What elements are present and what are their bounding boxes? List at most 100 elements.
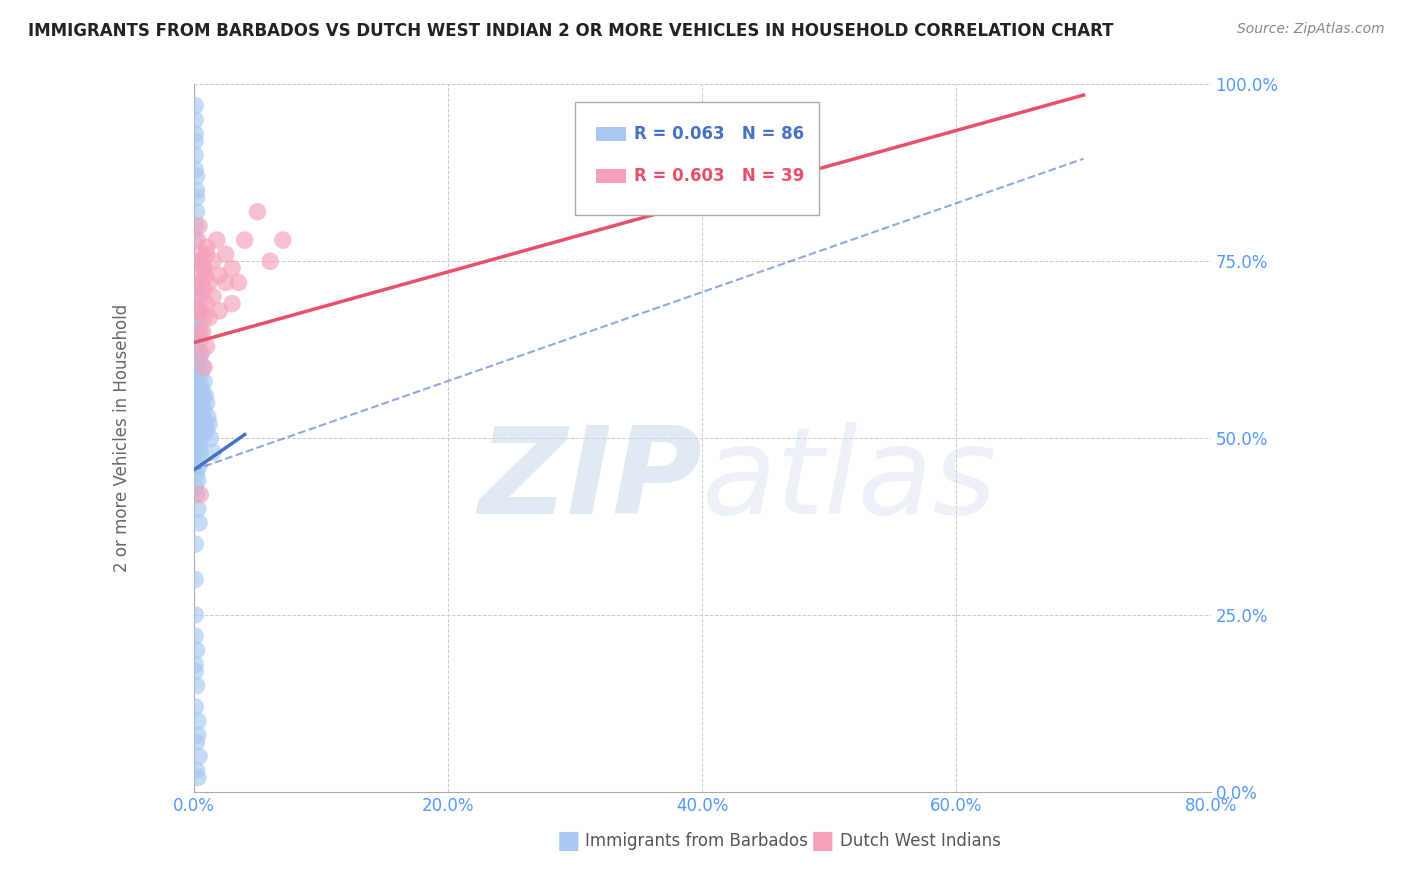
Point: [187, 303, 209, 318]
Point: [184, 481, 207, 495]
Point: [188, 254, 211, 268]
Point: [191, 389, 214, 403]
Point: [198, 310, 221, 325]
Point: [259, 254, 281, 268]
Point: [190, 303, 212, 318]
Point: [188, 290, 211, 304]
Point: [198, 417, 221, 431]
Point: [184, 276, 207, 290]
Point: [184, 127, 207, 141]
Point: [228, 276, 250, 290]
Point: [191, 325, 214, 339]
Point: [195, 339, 218, 353]
Point: [188, 749, 211, 764]
Point: [186, 184, 208, 198]
Text: Immigrants from Barbados: Immigrants from Barbados: [585, 832, 808, 850]
Point: [200, 431, 222, 445]
Point: [187, 474, 209, 488]
Point: [221, 296, 243, 310]
Point: [188, 445, 211, 459]
Point: [188, 409, 211, 424]
Point: [188, 395, 211, 409]
Point: [188, 424, 211, 438]
Point: [184, 573, 207, 587]
Point: [186, 204, 208, 219]
Point: [195, 296, 218, 310]
Point: [187, 233, 209, 247]
Point: [187, 431, 209, 445]
Point: [191, 417, 214, 431]
Text: R = 0.603   N = 39: R = 0.603 N = 39: [634, 168, 804, 186]
Point: [215, 247, 238, 261]
Point: [188, 325, 211, 339]
Point: [186, 467, 208, 481]
Point: [187, 728, 209, 742]
Point: [186, 360, 208, 375]
Point: [186, 679, 208, 693]
Text: ZIP: ZIP: [478, 422, 702, 539]
Point: [186, 276, 208, 290]
Point: [184, 438, 207, 452]
Point: [186, 445, 208, 459]
Point: [233, 233, 256, 247]
Point: [186, 389, 208, 403]
Point: [221, 261, 243, 276]
Point: [186, 169, 208, 184]
Point: [187, 501, 209, 516]
Point: [194, 417, 217, 431]
Text: R = 0.063   N = 86: R = 0.063 N = 86: [634, 125, 804, 143]
Point: [193, 310, 215, 325]
Point: [186, 417, 208, 431]
Point: [246, 204, 269, 219]
Point: [184, 395, 207, 409]
Point: [188, 438, 211, 452]
Point: [184, 459, 207, 474]
Point: [191, 261, 214, 276]
Point: [184, 699, 207, 714]
Point: [193, 283, 215, 297]
Point: [208, 303, 231, 318]
Point: [198, 276, 221, 290]
Point: [188, 332, 211, 346]
Point: [194, 389, 217, 403]
Point: [188, 346, 211, 360]
Point: [193, 261, 215, 276]
FancyBboxPatch shape: [575, 102, 820, 215]
Point: [201, 445, 224, 459]
Point: [187, 714, 209, 728]
Point: [184, 112, 207, 127]
Point: [197, 409, 219, 424]
Point: [187, 303, 209, 318]
Point: [186, 488, 208, 502]
Point: [201, 290, 224, 304]
Point: [187, 452, 209, 467]
Point: [215, 276, 238, 290]
Point: [186, 764, 208, 778]
Point: [195, 424, 218, 438]
Point: [184, 375, 207, 389]
Point: [184, 134, 207, 148]
Point: [190, 409, 212, 424]
Point: [208, 268, 231, 283]
Point: [187, 375, 209, 389]
Point: [184, 254, 207, 268]
Point: [188, 353, 211, 368]
Text: Source: ZipAtlas.com: Source: ZipAtlas.com: [1237, 22, 1385, 37]
Point: [184, 162, 207, 177]
Text: ■: ■: [557, 830, 581, 854]
Point: [187, 771, 209, 785]
Point: [186, 325, 208, 339]
Point: [190, 247, 212, 261]
Point: [195, 395, 218, 409]
Text: IMMIGRANTS FROM BARBADOS VS DUTCH WEST INDIAN 2 OR MORE VEHICLES IN HOUSEHOLD CO: IMMIGRANTS FROM BARBADOS VS DUTCH WEST I…: [28, 22, 1114, 40]
Point: [188, 382, 211, 396]
Point: [195, 247, 218, 261]
Point: [184, 629, 207, 643]
Point: [188, 219, 211, 233]
Point: [188, 516, 211, 530]
Point: [188, 488, 211, 502]
Point: [186, 643, 208, 657]
Point: [186, 290, 208, 304]
Y-axis label: 2 or more Vehicles in Household: 2 or more Vehicles in Household: [114, 304, 131, 572]
Point: [191, 360, 214, 375]
